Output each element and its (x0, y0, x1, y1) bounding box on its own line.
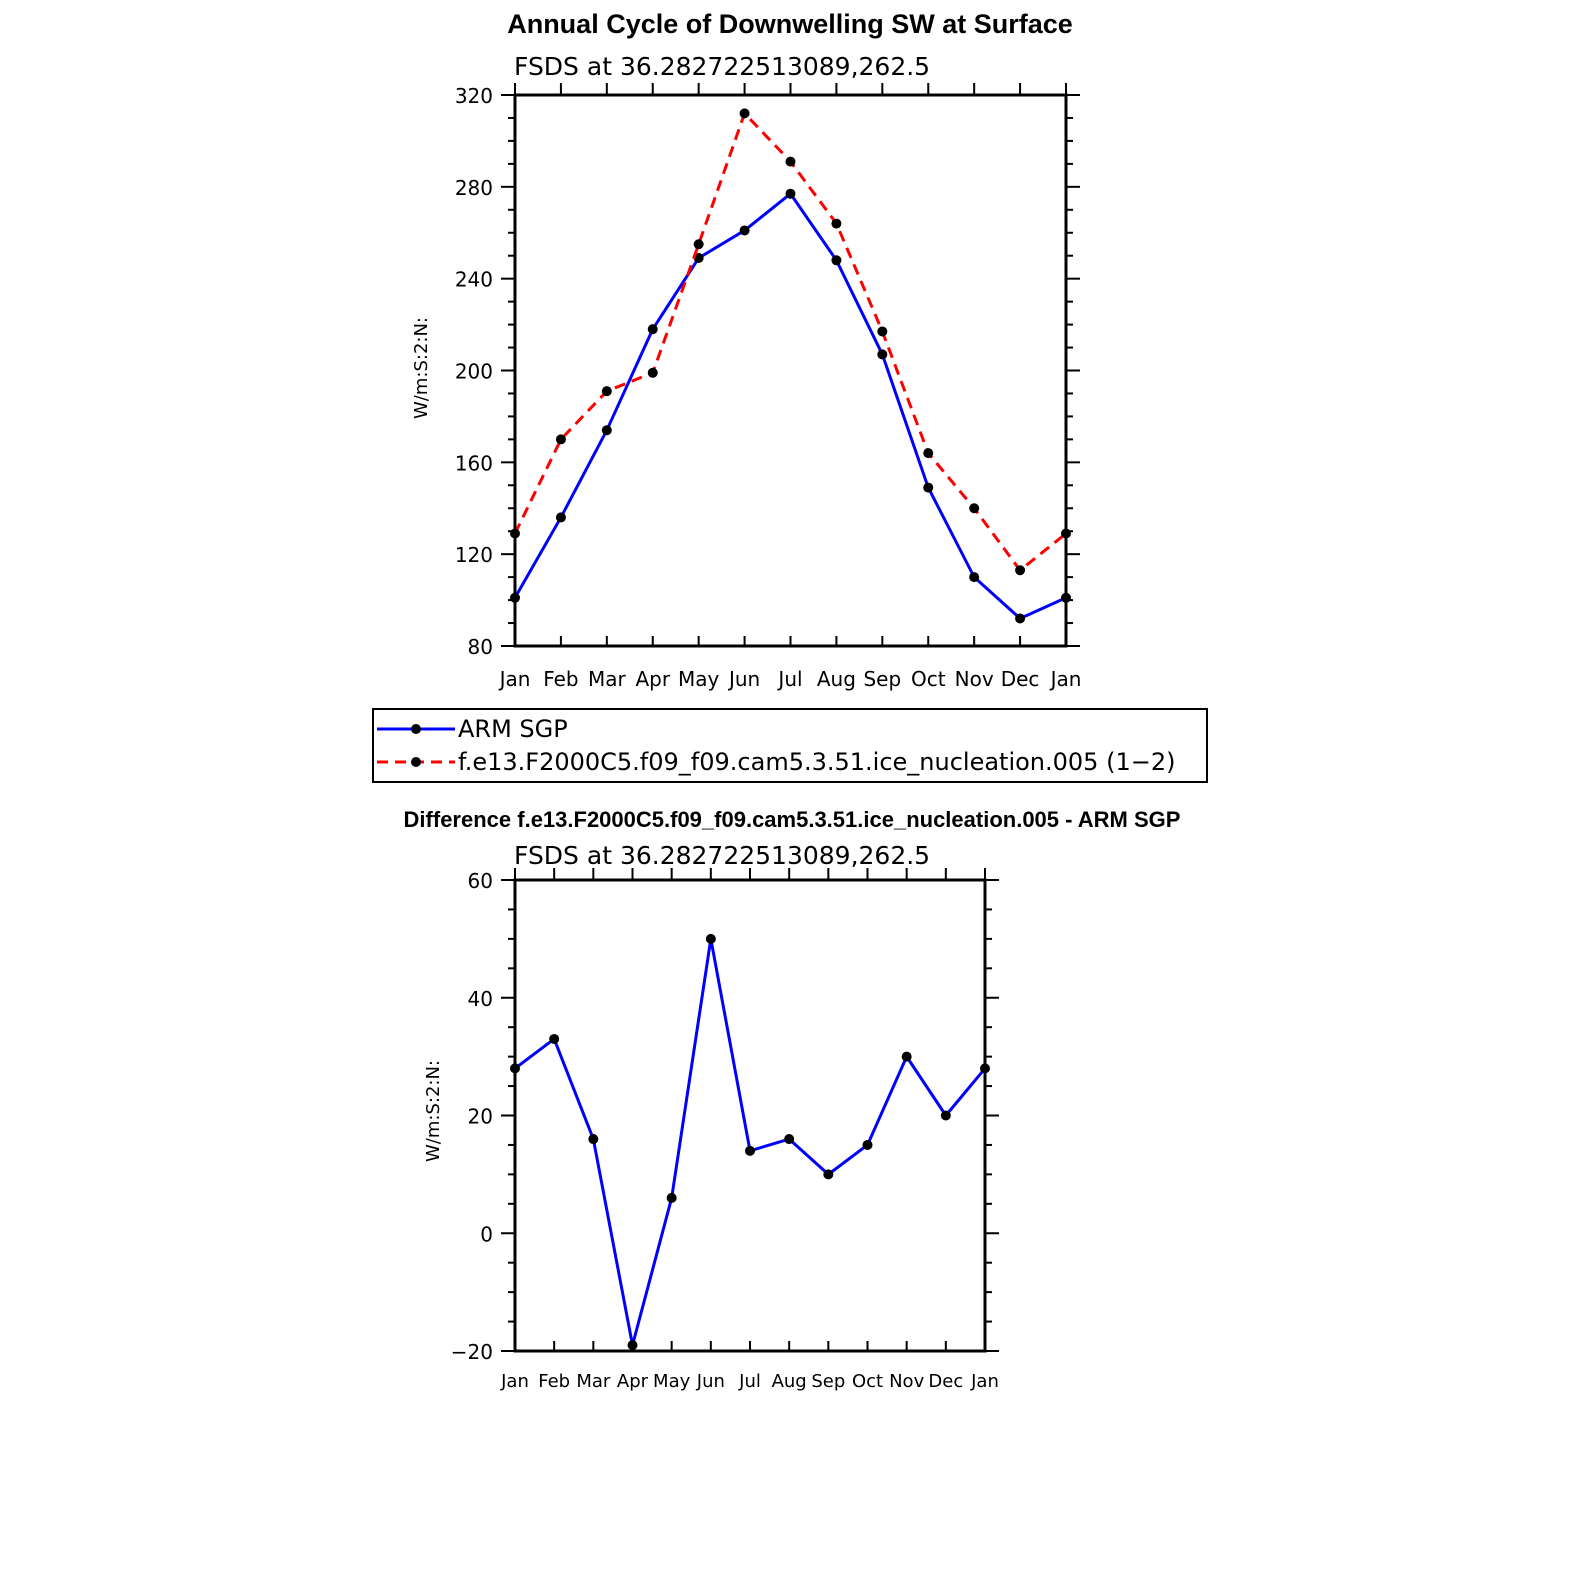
chart2-x-tick-label: Sep (811, 1371, 845, 1392)
chart2-x-tick-label: Jan (970, 1371, 999, 1392)
chart2-series-1-point (901, 1051, 912, 1062)
chart1-series-2-point (785, 156, 796, 167)
chart2-x-tick-label: May (653, 1371, 691, 1392)
chart1-series-2-point (693, 239, 704, 250)
chart2-x-tick-label: Nov (889, 1371, 924, 1392)
chart2-x-tick-label: Jul (738, 1371, 761, 1392)
chart2-series-1-point (784, 1134, 795, 1145)
chart2-x-tick-label: Oct (852, 1371, 883, 1392)
chart2-series-1-point (705, 933, 716, 944)
legend-model-marker (411, 757, 421, 767)
chart1-series-1-point (510, 592, 520, 603)
legend-arm-sgp-marker (411, 724, 421, 734)
chart1-legend: ARM SGP f.e13.F2000C5.f09_f09.cam5.3.51.… (372, 708, 1208, 783)
chart2-subtitle: FSDS at 36.282722513089,262.5 (514, 841, 930, 870)
chart2-x-tick-label: Mar (576, 1371, 611, 1392)
chart2-series-1-point (666, 1192, 677, 1203)
legend-box (372, 708, 1208, 783)
chart1-series-1-point (969, 572, 980, 583)
chart1-x-tick-label: May (678, 667, 720, 691)
chart2-series-1-point (588, 1134, 599, 1145)
chart2-title: Difference f.e13.F2000C5.f09_f09.cam5.3.… (404, 807, 1181, 832)
annual-cycle-chart: Annual Cycle of Downwelling SW at Surfac… (372, 9, 1208, 783)
chart2-y-tick-label: 0 (480, 1222, 493, 1246)
chart2-series-1-point (980, 1063, 990, 1074)
chart2-series-1-line (514, 937, 987, 1347)
chart2-series-1-point (627, 1340, 638, 1351)
chart2-series-1-point (745, 1145, 755, 1156)
chart1-x-tick-label: Feb (543, 667, 578, 691)
chart1-x-tick-label: Nov (955, 667, 994, 691)
chart1-x-tick-label: Aug (817, 667, 856, 691)
chart1-series-2-point (739, 108, 750, 119)
legend-arm-sgp-label: ARM SGP (458, 715, 568, 743)
chart2-series-1-point (940, 1110, 951, 1121)
chart1-series-2-point (647, 367, 658, 378)
chart1-series-1-line (513, 192, 1067, 620)
chart1-series-2-point (923, 448, 934, 459)
chart1-series-2-point (601, 386, 612, 397)
chart1-x-tick-label: Jan (1049, 667, 1082, 691)
chart1-series-1-point (601, 425, 612, 436)
chart2-series-1-point (510, 1063, 520, 1074)
chart2-x-tick-label: Apr (617, 1371, 649, 1392)
chart1-series-1-point (1061, 592, 1071, 603)
chart2-y-tick-label: 20 (468, 1105, 493, 1129)
chart1-subtitle: FSDS at 36.282722513089,262.5 (514, 52, 930, 81)
chart1-x-tick-label: Jan (498, 667, 531, 691)
chart1-series-1-point (555, 512, 566, 523)
difference-chart: Difference f.e13.F2000C5.f09_f09.cam5.3.… (404, 807, 1181, 1392)
chart2-x-tick-label: Dec (928, 1371, 963, 1392)
chart1-y-axis-label: W/m:S:2:N: (411, 317, 432, 419)
chart1-y-tick-label: 280 (455, 176, 493, 200)
chart2-y-axis-label: W/m:S:2:N: (423, 1060, 444, 1162)
chart2-x-tick-label: Jan (500, 1371, 529, 1392)
chart1-series-1-point (785, 188, 796, 199)
chart1-y-tick-label: 120 (455, 543, 493, 567)
chart1-series-1-point (647, 324, 658, 335)
chart1-series-2-line (513, 111, 1067, 572)
chart2-series-1-point (823, 1169, 834, 1180)
chart1-x-tick-label: Jul (776, 667, 802, 691)
chart1-x-tick-label: Sep (863, 667, 901, 691)
chart1-title: Annual Cycle of Downwelling SW at Surfac… (507, 9, 1073, 39)
chart2-x-tick-label: Jun (696, 1371, 725, 1392)
chart2-x-tick-label: Feb (538, 1371, 570, 1392)
chart1-series-1-point (923, 482, 934, 493)
chart1-y-tick-label: 80 (468, 635, 493, 659)
chart1-series-1-point (877, 349, 888, 360)
chart2-series-1-point (862, 1139, 873, 1150)
chart1-series-2-point (1015, 565, 1026, 576)
chart1-y-tick-label: 160 (455, 451, 493, 475)
chart2-y-tick-label: 40 (468, 987, 493, 1011)
chart2-y-tick-label: 60 (468, 869, 493, 893)
chart1-y-tick-label: 200 (455, 360, 493, 384)
legend-model-label: f.e13.F2000C5.f09_f09.cam5.3.51.ice_nucl… (458, 748, 1175, 776)
chart1-plot-frame (513, 93, 1068, 648)
chart1-x-tick-label: Mar (588, 667, 627, 691)
chart1-y-tick-label: 240 (455, 268, 493, 292)
chart2-y-tick-label: −20 (451, 1340, 493, 1364)
chart1-series-1-point (739, 225, 750, 236)
chart1-series-1-point (1015, 613, 1026, 624)
chart2-x-tick-label: Aug (772, 1371, 807, 1392)
chart1-series-2-point (555, 434, 566, 445)
chart1-series-2-point (831, 218, 842, 229)
chart1-series-1-point (831, 255, 842, 266)
chart2-series-1-point (549, 1033, 560, 1044)
chart1-x-tick-label: Apr (635, 667, 670, 691)
chart1-x-tick-label: Jun (727, 667, 760, 691)
chart1-y-tick-label: 320 (455, 84, 493, 108)
chart1-x-tick-label: Dec (1001, 667, 1040, 691)
chart1-series-2-point (877, 326, 888, 337)
chart1-series-2-point (969, 503, 980, 514)
chart1-series-2-point (510, 528, 520, 539)
chart1-series-2-point (1061, 528, 1071, 539)
chart1-x-tick-label: Oct (911, 667, 946, 691)
